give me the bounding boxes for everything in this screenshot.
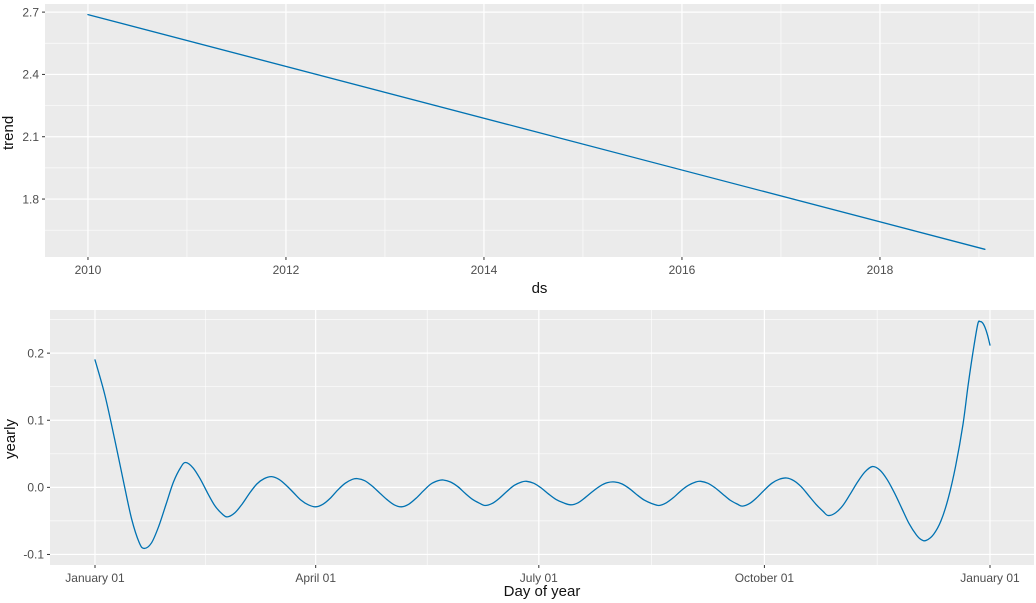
ds-x-axis-title: ds	[531, 280, 548, 297]
yearly-line-series	[94, 320, 991, 550]
yearly-y-tick-label: 0.2	[27, 346, 44, 360]
trend-y-tick-label: 2.4	[22, 68, 39, 82]
yearly-x-tick-label: October 01	[735, 571, 795, 585]
yearly-y-tick-label: -0.1	[23, 548, 44, 562]
trend-x-tick-label: 2010	[75, 263, 102, 277]
yearly-x-tick-label: July 01	[520, 571, 558, 585]
trend-x-tick-label: 2016	[669, 263, 696, 277]
trend-x-tick-label: 2018	[867, 263, 894, 277]
trend-x-tick-label: 2012	[273, 263, 300, 277]
trend-x-tick-label: 2014	[471, 263, 498, 277]
yearly-y-axis-title: yearly	[2, 418, 19, 459]
trend-y-tick-label: 2.7	[22, 5, 39, 19]
yearly-x-tick-label: April 01	[295, 571, 336, 585]
yearly-panel-background	[50, 310, 1034, 565]
yearly-y-tick-label: 0.0	[27, 481, 44, 495]
trend-line-series	[87, 13, 986, 250]
yearly-y-tick-label: 0.1	[27, 413, 44, 427]
trend-y-tick-label: 1.8	[22, 192, 39, 206]
yearly-x-tick-label: January 01	[960, 571, 1020, 585]
trend-y-axis-title: trend	[0, 115, 17, 150]
yearly-x-tick-label: January 01	[65, 571, 125, 585]
day-of-year-x-axis-title: Day of year	[503, 583, 581, 600]
trend-y-tick-label: 2.1	[22, 130, 39, 144]
